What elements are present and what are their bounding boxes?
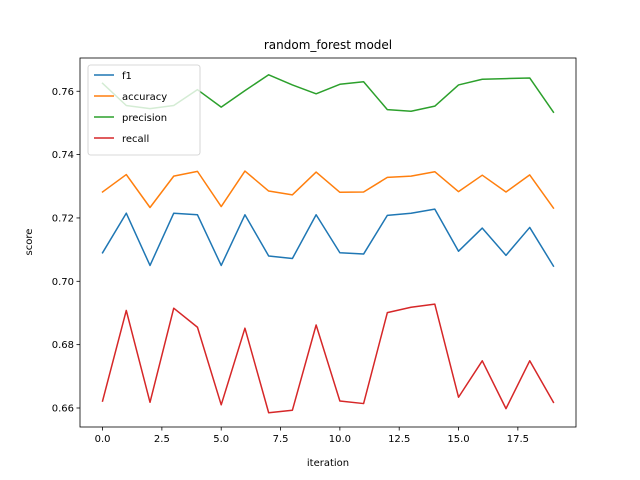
- legend: f1 accuracy precision recall: [87, 64, 201, 156]
- chart-title: random_forest model: [264, 38, 392, 52]
- x-tick-label: 5.0: [213, 434, 229, 445]
- x-axis-label: iteration: [307, 458, 349, 469]
- legend-box: [87, 64, 201, 156]
- series-line-accuracy: [101, 170, 555, 210]
- x-tick-label: 15.0: [447, 434, 469, 445]
- legend-label-precision: precision: [122, 113, 167, 124]
- y-tick-label: 0.76: [52, 87, 74, 98]
- x-tick-label: 7.5: [273, 434, 289, 445]
- y-tick-label: 0.68: [52, 340, 74, 351]
- x-tick-label: 17.5: [507, 434, 529, 445]
- axes-frame: [79, 57, 577, 428]
- x-tick-label: 2.5: [154, 434, 170, 445]
- y-tick-label: 0.70: [52, 277, 74, 288]
- y-tick-label: 0.74: [52, 150, 74, 161]
- x-tick-label: 10.0: [329, 434, 351, 445]
- series-line-f1: [101, 208, 555, 268]
- legend-label-accuracy: accuracy: [122, 92, 167, 103]
- x-tick-label: 12.5: [388, 434, 410, 445]
- y-tick-label: 0.66: [52, 403, 74, 414]
- series-line-recall: [101, 303, 555, 414]
- x-tick-label: 0.0: [95, 434, 111, 445]
- x-axis-ticks: 0.0 2.5 5.0 7.5 10.0 12.5 15.0 17.5: [95, 427, 529, 445]
- legend-label-f1: f1: [122, 71, 132, 82]
- legend-label-recall: recall: [122, 134, 149, 145]
- y-tick-label: 0.72: [52, 213, 74, 224]
- y-axis-ticks: 0.66 0.68 0.70 0.72 0.74 0.76: [52, 87, 80, 414]
- y-axis-label: score: [24, 229, 35, 256]
